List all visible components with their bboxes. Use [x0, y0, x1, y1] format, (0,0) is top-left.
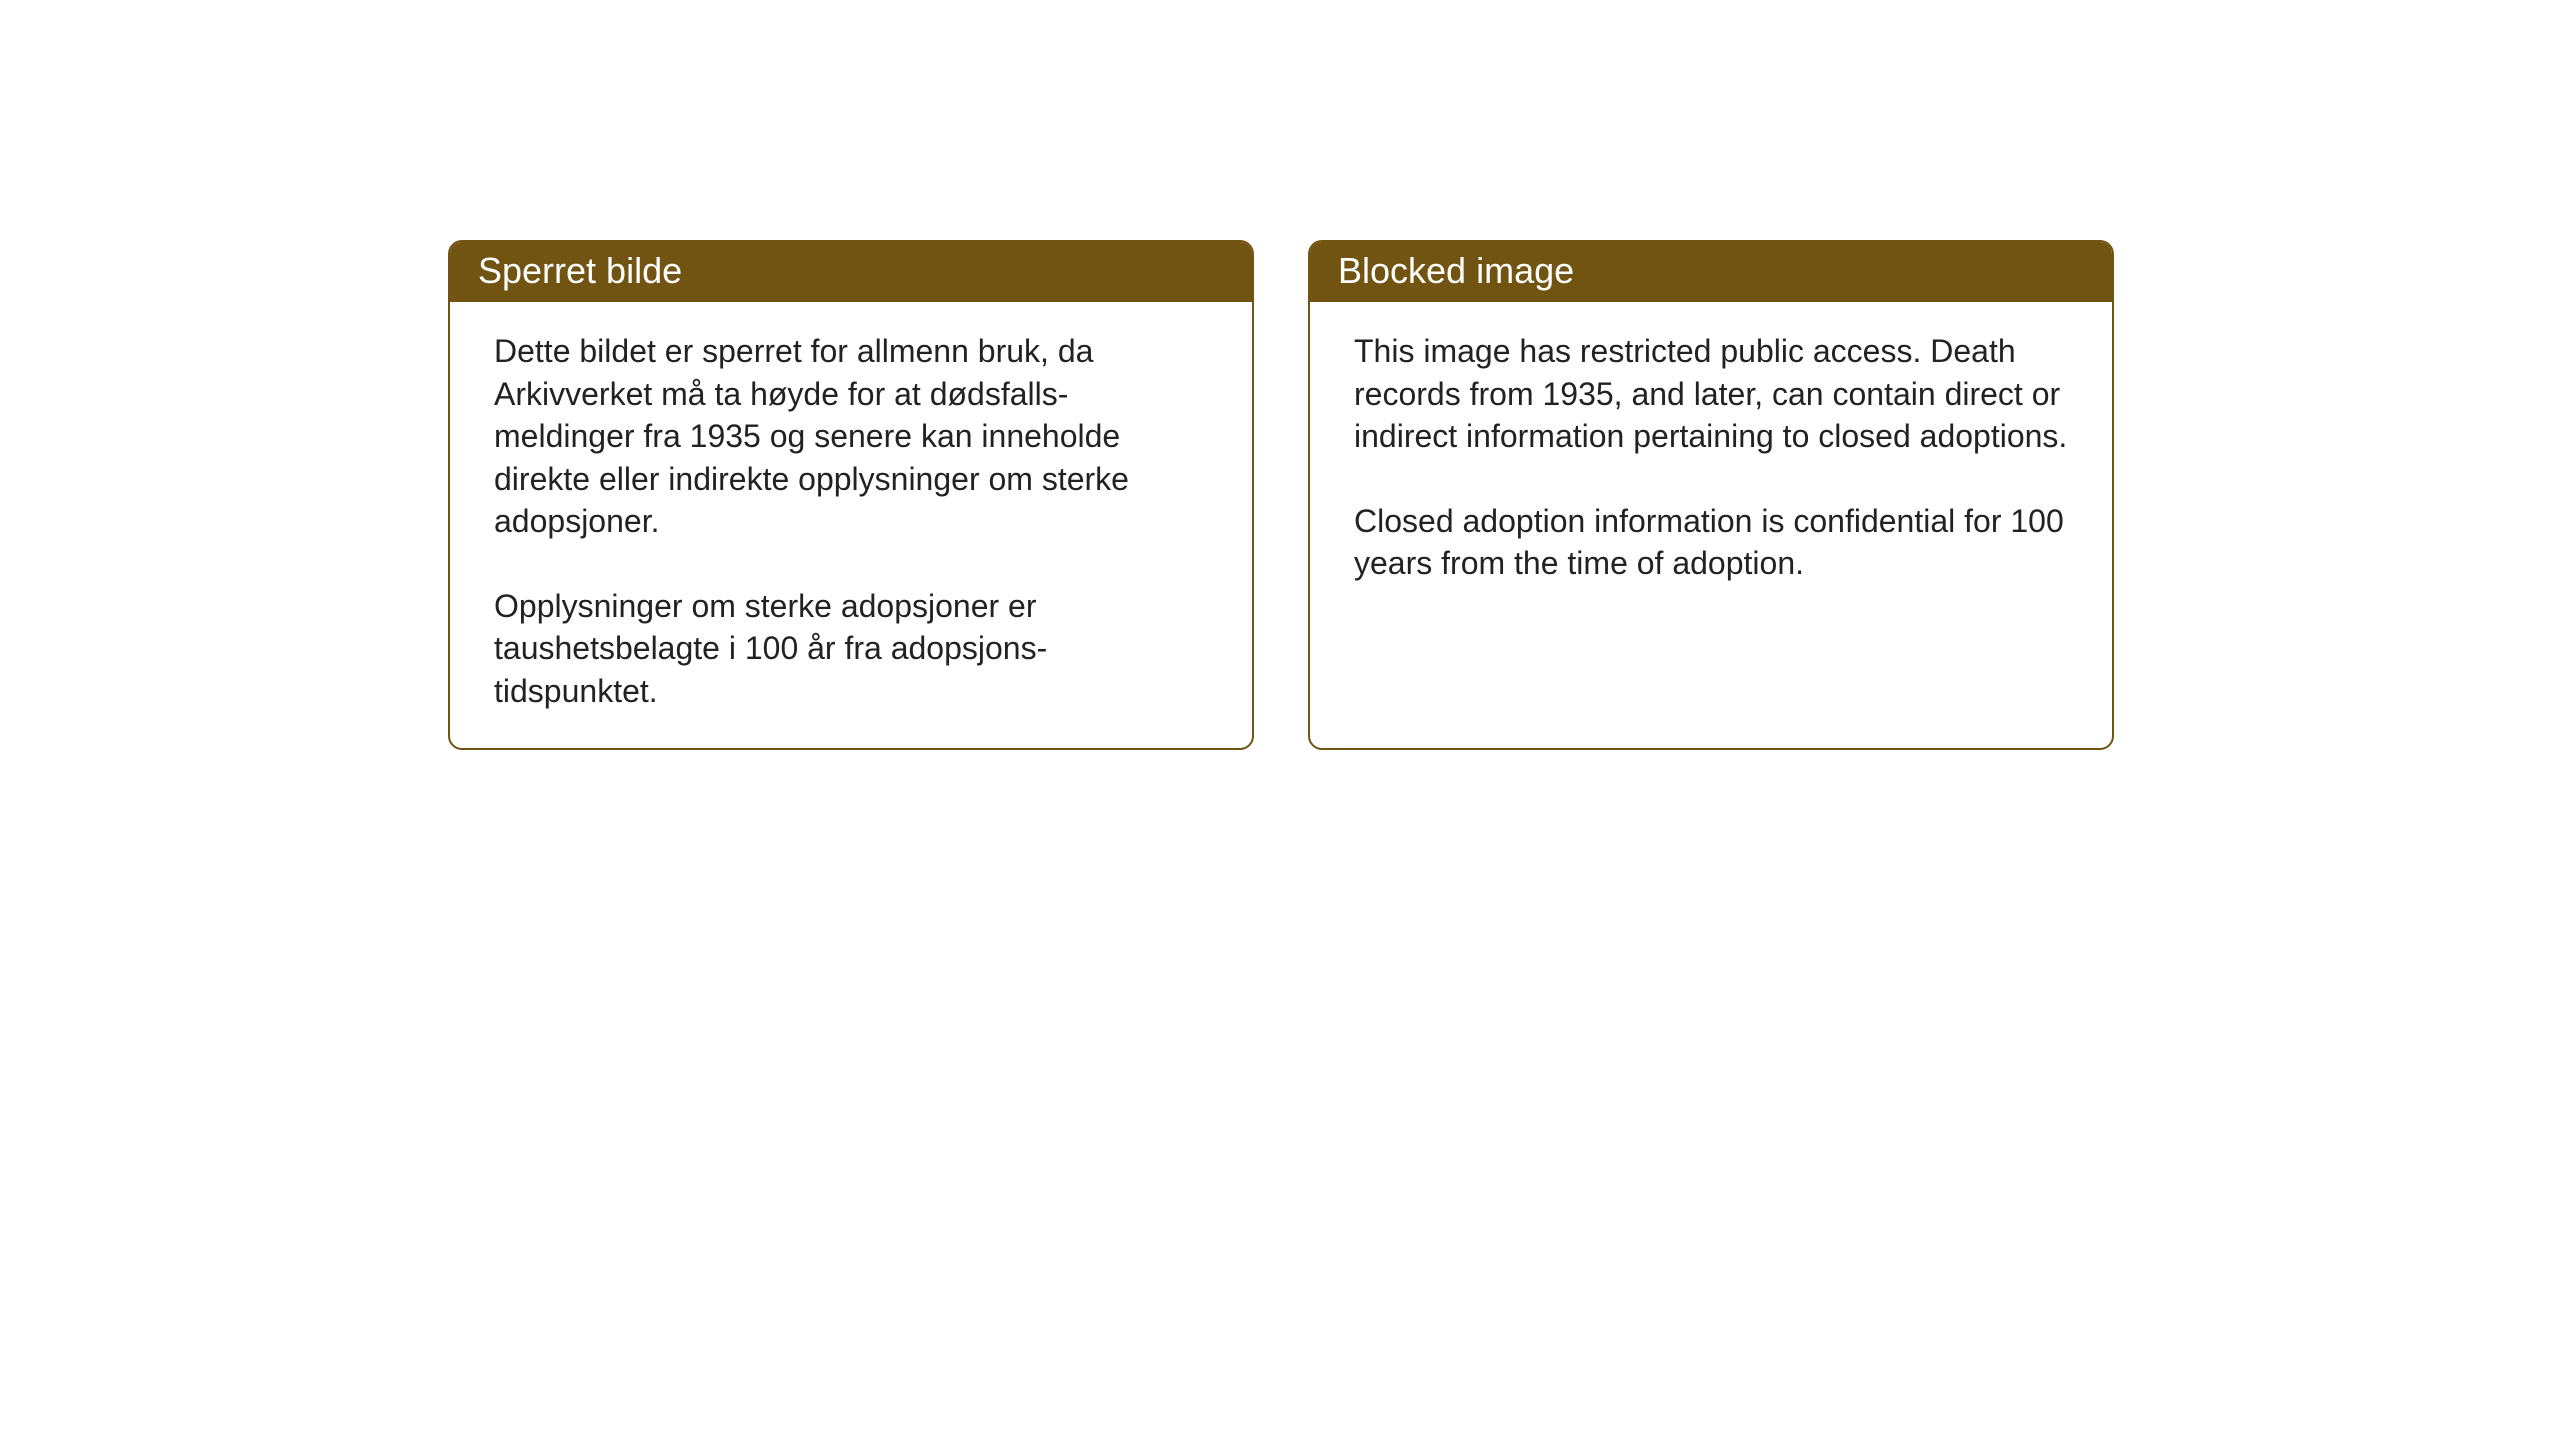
notice-card-norwegian: Sperret bilde Dette bildet er sperret fo… — [448, 240, 1254, 750]
notice-paragraph: Opplysninger om sterke adopsjoner er tau… — [494, 585, 1208, 713]
notice-paragraph: This image has restricted public access.… — [1354, 330, 2068, 458]
notice-header-norwegian: Sperret bilde — [450, 242, 1252, 302]
notice-body-english: This image has restricted public access.… — [1310, 302, 2112, 700]
notice-card-english: Blocked image This image has restricted … — [1308, 240, 2114, 750]
notice-header-english: Blocked image — [1310, 242, 2112, 302]
notice-body-norwegian: Dette bildet er sperret for allmenn bruk… — [450, 302, 1252, 748]
notice-container: Sperret bilde Dette bildet er sperret fo… — [0, 0, 2560, 750]
notice-paragraph: Closed adoption information is confident… — [1354, 500, 2068, 585]
notice-paragraph: Dette bildet er sperret for allmenn bruk… — [494, 330, 1208, 543]
